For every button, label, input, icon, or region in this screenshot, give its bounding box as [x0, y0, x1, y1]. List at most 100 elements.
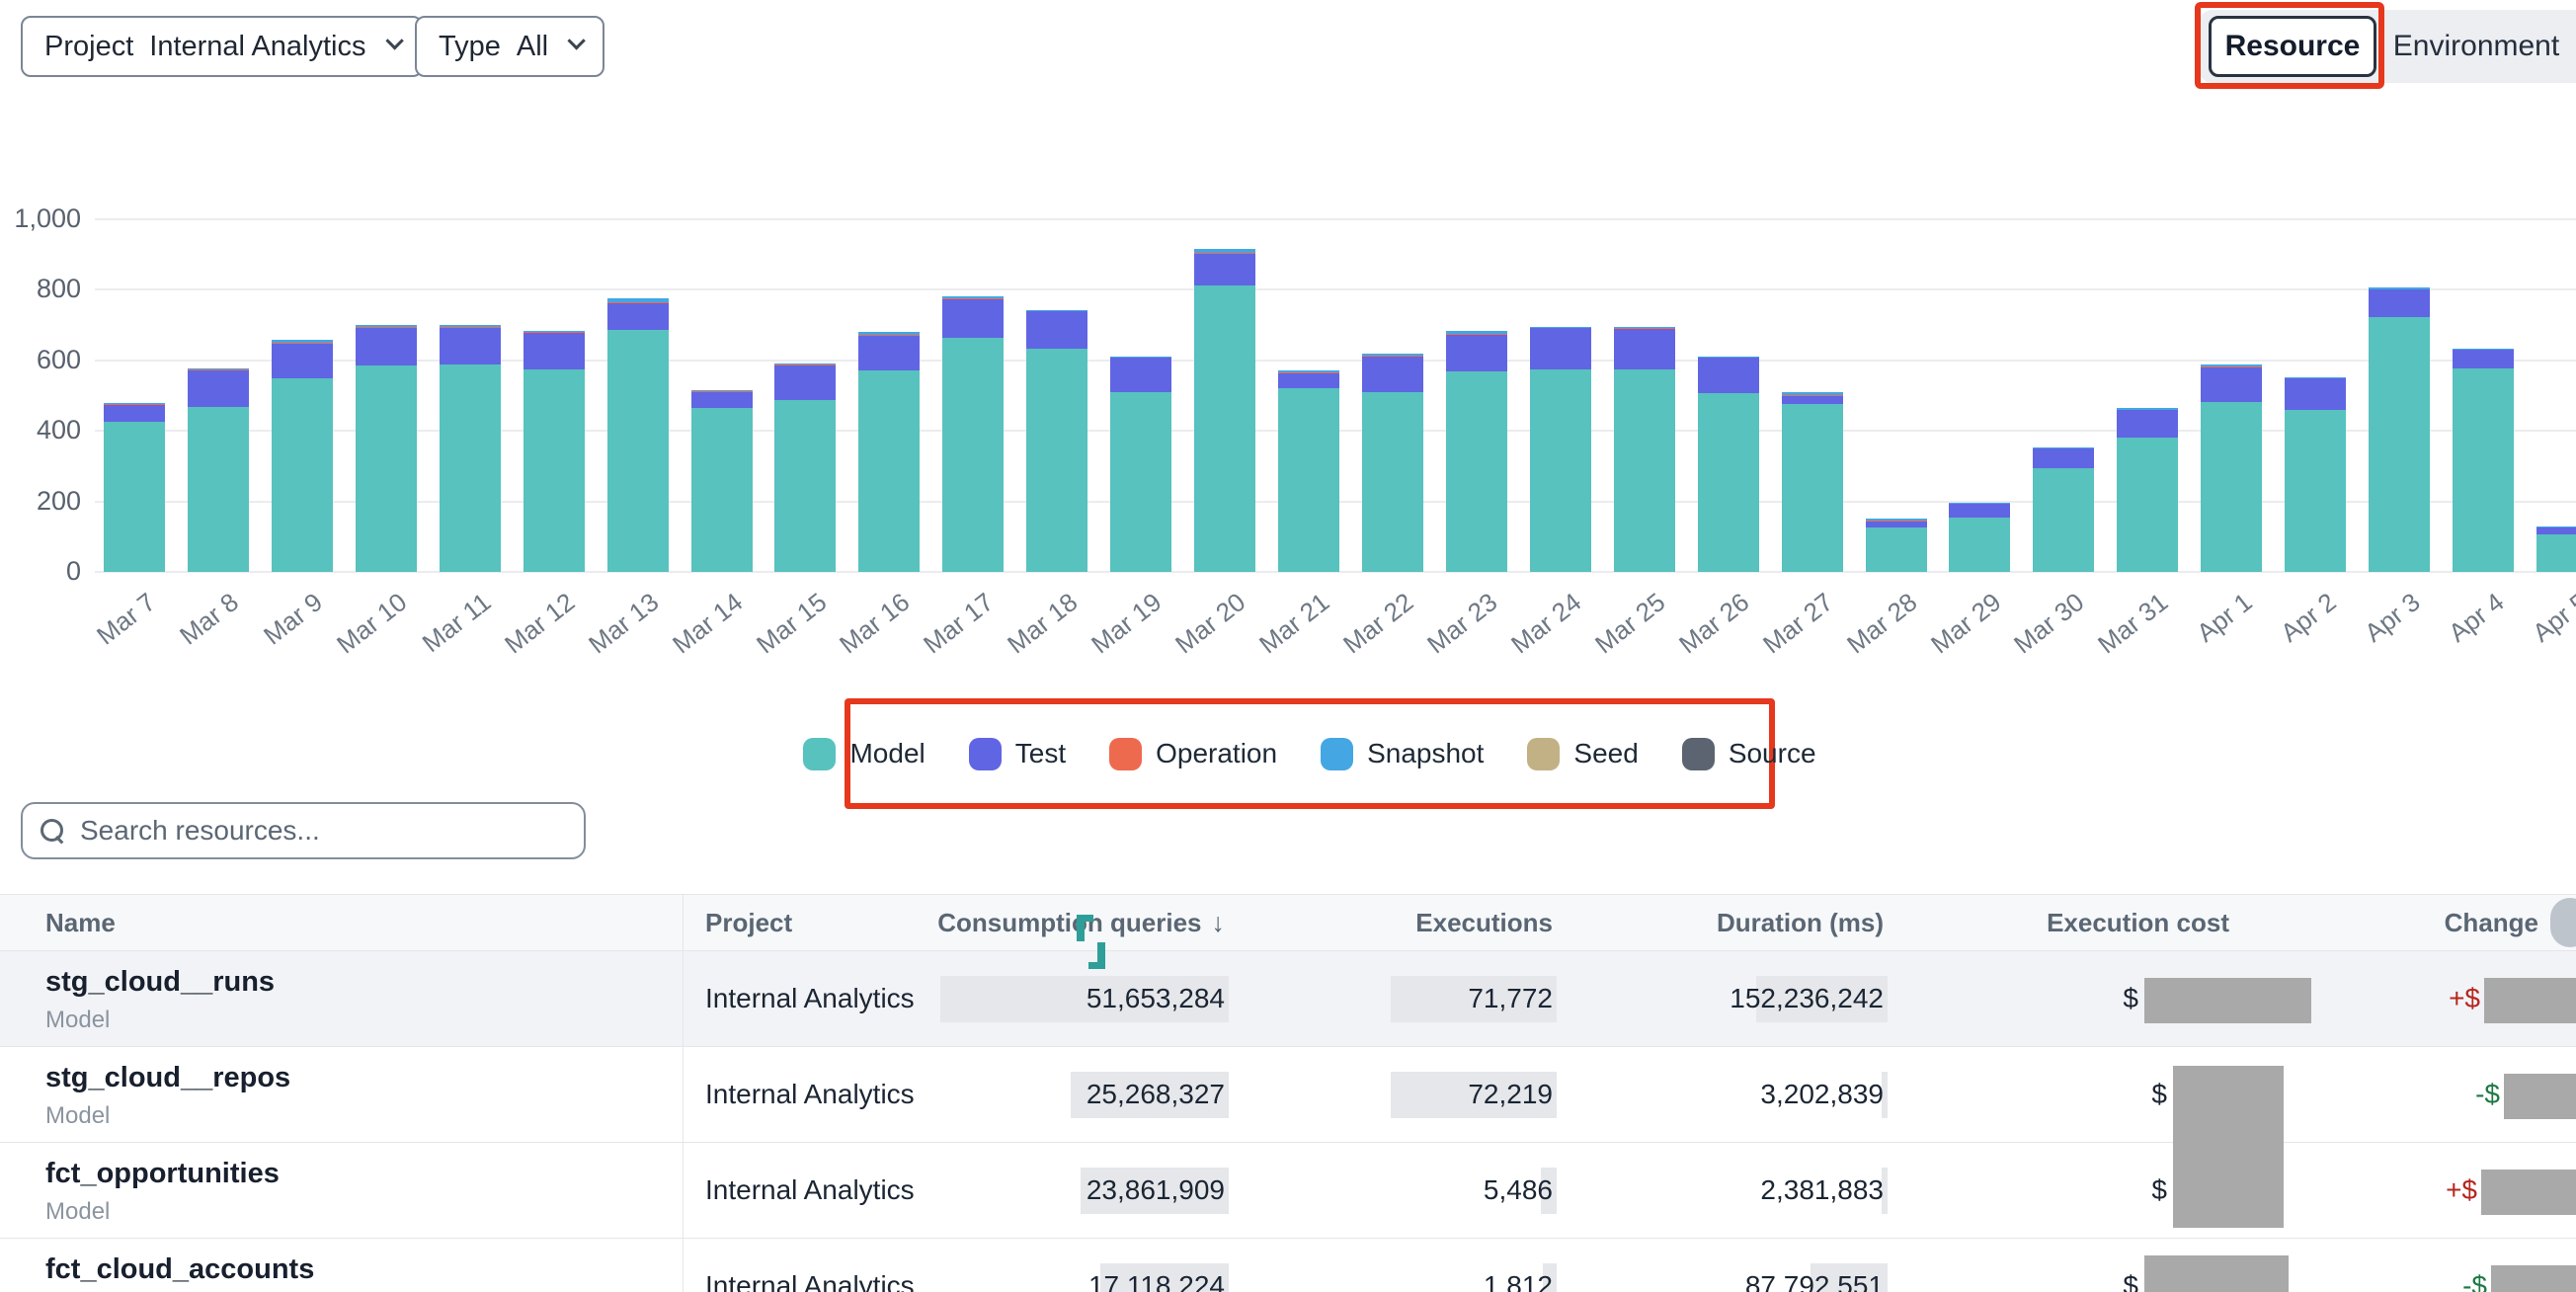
bar-segment-model[interactable] — [187, 406, 249, 572]
bar-segment-test[interactable] — [1781, 395, 1843, 405]
legend-item-operation[interactable]: Operation — [1109, 737, 1277, 770]
column-header-executions[interactable]: Executions — [1235, 895, 1561, 950]
bar-mar-11[interactable] — [439, 325, 501, 572]
bar-segment-model[interactable] — [104, 422, 165, 572]
bar-segment-test[interactable] — [1445, 335, 1507, 371]
bar-segment-model[interactable] — [1949, 517, 2011, 572]
bar-segment-operation[interactable] — [942, 298, 1005, 300]
bar-segment-model[interactable] — [1529, 369, 1591, 572]
bar-segment-model[interactable] — [2285, 410, 2347, 572]
bar-segment-snapshot[interactable] — [2117, 408, 2179, 411]
bar-segment-model[interactable] — [774, 400, 837, 572]
bar-segment-test[interactable] — [1697, 357, 1759, 394]
bar-segment-operation[interactable] — [271, 342, 333, 344]
bar-segment-snapshot[interactable] — [1529, 326, 1591, 328]
bar-segment-test[interactable] — [104, 404, 165, 423]
bar-segment-test[interactable] — [2453, 349, 2515, 369]
bar-segment-snapshot[interactable] — [606, 298, 669, 302]
bar-segment-test[interactable] — [2117, 410, 2179, 439]
bar-segment-model[interactable] — [1110, 391, 1172, 572]
bar-segment-test[interactable] — [1026, 310, 1088, 350]
bar-segment-snapshot[interactable] — [1697, 356, 1759, 358]
bar-segment-test[interactable] — [271, 343, 333, 379]
bar-apr-3[interactable] — [2369, 287, 2431, 572]
bar-segment-operation[interactable] — [858, 334, 921, 336]
bar-mar-14[interactable] — [690, 390, 753, 572]
bar-mar-18[interactable] — [1026, 310, 1088, 572]
bar-segment-test[interactable] — [1278, 372, 1340, 389]
bar-segment-test[interactable] — [2285, 377, 2347, 411]
column-header-name[interactable]: Name — [0, 895, 684, 950]
bar-mar-28[interactable] — [1865, 519, 1927, 572]
bar-segment-model[interactable] — [1613, 369, 1675, 572]
bar-mar-25[interactable] — [1613, 326, 1675, 572]
bar-segment-test[interactable] — [2033, 448, 2095, 468]
bar-mar-17[interactable] — [942, 296, 1005, 572]
bar-segment-snapshot[interactable] — [690, 390, 753, 392]
column-header-project[interactable]: Project — [684, 895, 933, 950]
bar-segment-test[interactable] — [355, 327, 417, 365]
bar-segment-test[interactable] — [1361, 356, 1423, 393]
type-filter-dropdown[interactable]: Type All — [415, 16, 605, 77]
bar-mar-31[interactable] — [2117, 408, 2179, 572]
bar-mar-10[interactable] — [355, 325, 417, 572]
bar-segment-test[interactable] — [606, 302, 669, 330]
bar-segment-model[interactable] — [439, 364, 501, 572]
bar-segment-operation[interactable] — [187, 369, 249, 370]
bar-segment-snapshot[interactable] — [942, 296, 1005, 299]
bar-apr-4[interactable] — [2453, 348, 2515, 572]
bar-segment-model[interactable] — [1697, 393, 1759, 572]
legend-item-seed[interactable]: Seed — [1527, 737, 1639, 770]
bar-mar-21[interactable] — [1278, 369, 1340, 572]
bar-segment-operation[interactable] — [1529, 327, 1591, 329]
table-row[interactable]: fct_opportunities Model Internal Analytics… — [0, 1143, 2576, 1239]
bar-segment-operation[interactable] — [1781, 394, 1843, 396]
bar-segment-operation[interactable] — [1445, 334, 1507, 336]
bar-segment-model[interactable] — [2369, 317, 2431, 572]
bar-segment-test[interactable] — [1865, 521, 1927, 528]
bar-mar-22[interactable] — [1361, 354, 1423, 572]
bar-segment-snapshot[interactable] — [1278, 369, 1340, 372]
bar-segment-snapshot[interactable] — [2201, 364, 2263, 366]
bar-segment-test[interactable] — [1194, 253, 1256, 286]
bar-segment-snapshot[interactable] — [1026, 310, 1088, 311]
bar-segment-test[interactable] — [2536, 526, 2576, 535]
bar-segment-operation[interactable] — [355, 326, 417, 328]
bar-segment-model[interactable] — [690, 408, 753, 572]
bar-segment-model[interactable] — [2453, 368, 2515, 572]
bar-segment-test[interactable] — [942, 299, 1005, 339]
bar-segment-test[interactable] — [187, 369, 249, 407]
bar-segment-model[interactable] — [523, 369, 585, 572]
column-header-cost[interactable]: Execution cost — [1892, 895, 2316, 950]
resource-tab[interactable]: Resource — [2209, 16, 2376, 77]
bar-segment-operation[interactable] — [1865, 520, 1927, 522]
legend-item-test[interactable]: Test — [968, 737, 1066, 770]
bar-segment-snapshot[interactable] — [1949, 502, 2011, 504]
project-filter-dropdown[interactable]: Project Internal Analytics — [21, 16, 423, 77]
search-input[interactable] — [80, 815, 566, 847]
bar-segment-operation[interactable] — [104, 403, 165, 405]
bar-apr-2[interactable] — [2285, 376, 2347, 572]
bar-segment-operation[interactable] — [1278, 371, 1340, 373]
bar-segment-test[interactable] — [1613, 327, 1675, 370]
bar-mar-26[interactable] — [1697, 356, 1759, 572]
bar-segment-snapshot[interactable] — [2369, 287, 2431, 290]
bar-segment-snapshot[interactable] — [523, 330, 585, 332]
environment-tab[interactable]: Environment — [2392, 30, 2560, 62]
bar-segment-model[interactable] — [1278, 388, 1340, 572]
bar-segment-model[interactable] — [1781, 404, 1843, 572]
bar-segment-model[interactable] — [942, 338, 1005, 572]
bar-segment-model[interactable] — [1361, 392, 1423, 572]
bar-segment-snapshot[interactable] — [1445, 330, 1507, 335]
bar-segment-operation[interactable] — [1194, 252, 1256, 254]
bar-segment-test[interactable] — [1529, 328, 1591, 370]
bar-mar-29[interactable] — [1949, 502, 2011, 572]
column-header-cq[interactable]: Consumption queries ↓ — [933, 895, 1235, 950]
column-header-change[interactable]: Change — [2316, 895, 2576, 950]
bar-segment-operation[interactable] — [2201, 365, 2263, 367]
bar-mar-30[interactable] — [2033, 447, 2095, 572]
bar-segment-test[interactable] — [774, 364, 837, 401]
resource-name-cell[interactable]: fct_opportunities Model — [0, 1143, 684, 1238]
bar-segment-snapshot[interactable] — [439, 325, 501, 327]
bar-segment-snapshot[interactable] — [355, 325, 417, 327]
